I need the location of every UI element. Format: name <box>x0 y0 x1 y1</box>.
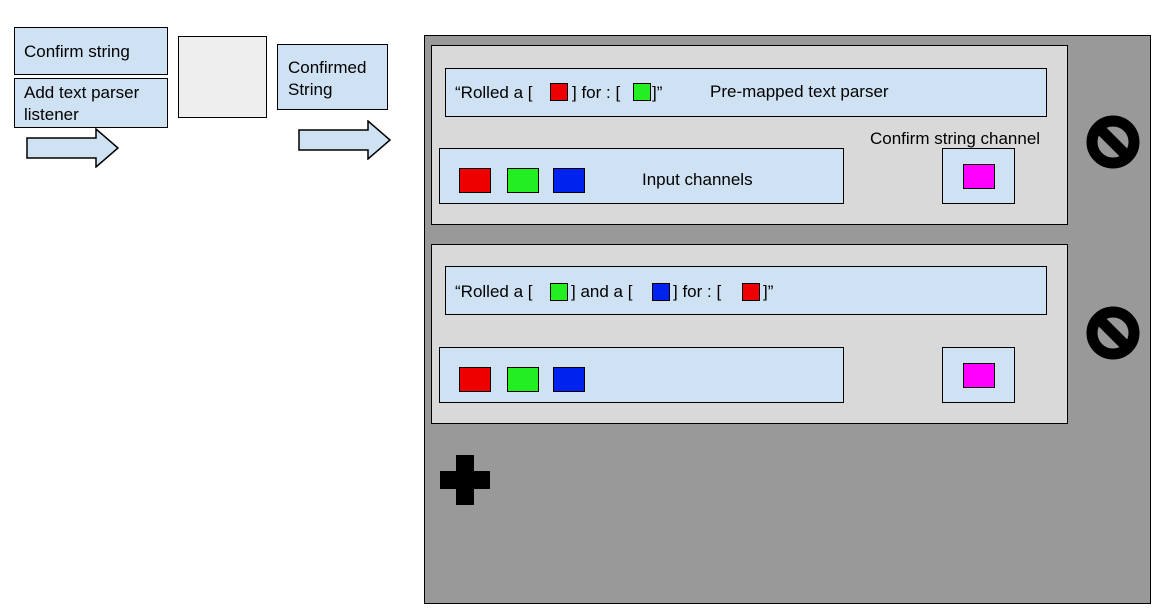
template-slot-red <box>742 283 760 301</box>
confirm-string-button[interactable]: Confirm string <box>14 27 168 75</box>
template-text: ]” <box>652 83 663 102</box>
template-slot-blue <box>652 283 670 301</box>
parser-2-confirm-channel[interactable] <box>942 347 1015 403</box>
input-channel-red[interactable] <box>459 367 491 392</box>
arrow-right-icon <box>26 128 120 168</box>
confirmed-label-line1: Confirmed <box>288 58 367 77</box>
input-channel-blue[interactable] <box>553 168 585 193</box>
ban-icon[interactable] <box>1085 305 1141 361</box>
confirm-channel-magenta[interactable] <box>963 164 995 189</box>
template-slot-green <box>633 83 651 101</box>
parser-1-template-field[interactable]: “Rolled a [ ] for : [ ]” Pre-mapped text… <box>445 68 1047 117</box>
template-text: “Rolled a [ <box>455 83 533 102</box>
pre-mapped-text-parser-label: Pre-mapped text parser <box>710 82 889 101</box>
template-text: ] and a [ <box>571 282 633 301</box>
template-text: “Rolled a [ <box>455 282 533 301</box>
confirm-channel-magenta[interactable] <box>963 363 995 388</box>
parser-1-input-channels[interactable]: Input channels <box>439 148 844 204</box>
template-text: ] for : [ <box>572 83 621 102</box>
input-channel-blue[interactable] <box>553 367 585 392</box>
parser-2-template-field[interactable]: “Rolled a [ ] and a [ ] for : [ ]” <box>445 266 1047 315</box>
arrow-right-icon <box>298 120 392 160</box>
add-text-parser-listener-button[interactable]: Add text parser listener <box>14 78 168 128</box>
parser-1-confirm-channel[interactable] <box>942 148 1015 204</box>
input-channel-green[interactable] <box>507 168 539 193</box>
confirm-string-channel-label: Confirm string channel <box>870 129 1041 148</box>
input-channel-red[interactable] <box>459 168 491 193</box>
add-listener-label-line2: listener <box>24 105 79 124</box>
input-channel-green[interactable] <box>507 367 539 392</box>
ban-icon[interactable] <box>1085 114 1141 170</box>
placeholder-square[interactable] <box>178 36 267 118</box>
parser-2-input-channels[interactable] <box>439 347 844 403</box>
confirm-string-label: Confirm string <box>24 42 130 61</box>
input-channels-label: Input channels <box>642 170 753 189</box>
template-slot-red <box>550 83 568 101</box>
plus-icon[interactable] <box>440 455 490 505</box>
template-slot-green <box>550 283 568 301</box>
template-text: ] for : [ <box>673 282 722 301</box>
add-listener-label-line1: Add text parser <box>24 83 140 102</box>
confirmed-label-line2: String <box>288 80 333 99</box>
template-text: ]” <box>763 282 774 301</box>
confirmed-string-button[interactable]: Confirmed String <box>277 44 388 110</box>
